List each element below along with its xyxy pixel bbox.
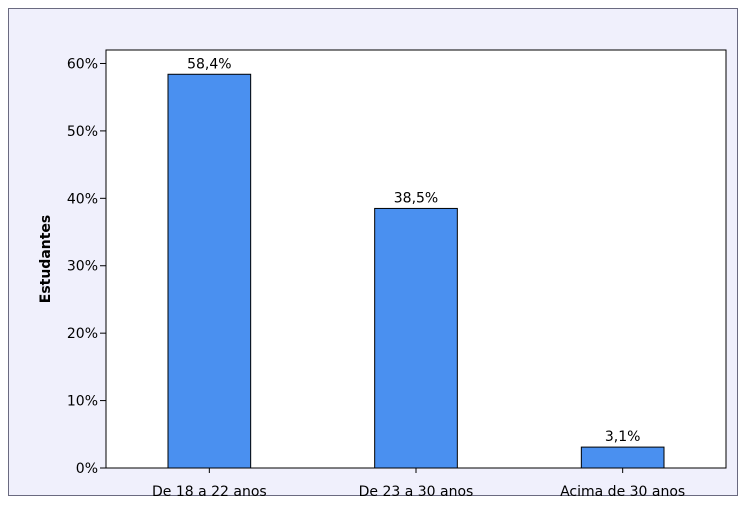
- bars: 58,4% 38,5% 3,1%: [167, 56, 665, 469]
- bar-data-label: 3,1%: [605, 429, 641, 445]
- bar: [580, 446, 665, 469]
- y-tick-label: 0%: [76, 461, 98, 477]
- bar: [374, 207, 458, 469]
- x-tick-label: De 23 a 30 anos: [359, 484, 474, 500]
- y-tick-label: 10%: [67, 394, 98, 410]
- y-tick-label: 60%: [67, 56, 98, 72]
- y-axis-title: Estudantes: [38, 215, 54, 304]
- bar: [167, 73, 252, 469]
- x-tick-label: Acima de 30 anos: [560, 484, 685, 500]
- x-axis: De 18 a 22 anos De 23 a 30 anos Acima de 3…: [152, 468, 685, 500]
- y-tick-label: 40%: [67, 191, 98, 207]
- y-tick-label: 50%: [67, 124, 98, 140]
- y-tick-label: 20%: [67, 326, 98, 342]
- x-tick-label: De 18 a 22 anos: [152, 484, 267, 500]
- y-tick-label: 30%: [67, 259, 98, 275]
- y-axis: 0% 10% 20% 30% 40% 50% 60%: [67, 56, 106, 477]
- bar-data-label: 38,5%: [394, 190, 438, 206]
- bar-data-label: 58,4%: [187, 56, 231, 72]
